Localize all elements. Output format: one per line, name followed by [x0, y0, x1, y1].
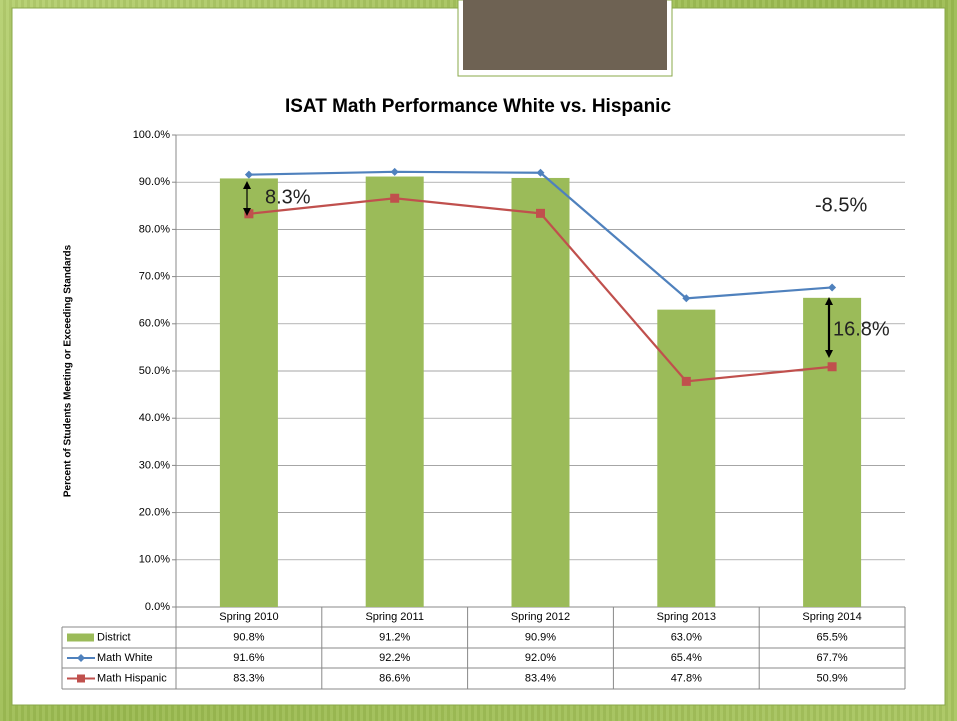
y-tick-label: 20.0%: [139, 507, 170, 519]
annotation: -8.5%: [815, 194, 867, 216]
chart-title: ISAT Math Performance White vs. Hispanic: [285, 96, 672, 117]
marker-diamond: [244, 170, 253, 179]
marker-square: [827, 362, 837, 372]
table-value: 65.5%: [816, 631, 847, 643]
y-tick-label: 40.0%: [139, 412, 170, 424]
x-tick-label: Spring 2013: [657, 611, 716, 623]
y-tick-label: 90.0%: [139, 176, 170, 188]
table-value: 65.4%: [671, 652, 702, 664]
header-tab: [463, 0, 667, 70]
marker-diamond: [682, 294, 691, 303]
y-tick-label: 10.0%: [139, 554, 170, 566]
legend-marker: [77, 674, 85, 683]
table-value: 91.2%: [379, 631, 410, 643]
x-tick-label: Spring 2010: [219, 611, 278, 623]
marker-diamond: [536, 168, 545, 177]
y-axis-label: Percent of Students Meeting or Exceeding…: [63, 244, 74, 497]
x-tick-label: Spring 2011: [365, 611, 424, 623]
legend-label: Math White: [97, 652, 153, 664]
x-tick-label: Spring 2012: [511, 611, 570, 623]
y-tick-label: 0.0%: [145, 601, 170, 613]
marker-square: [244, 209, 254, 219]
y-tick-label: 50.0%: [139, 365, 170, 377]
table-value: 83.4%: [525, 672, 556, 684]
slide-panel: [11, 7, 946, 706]
annotation: 16.8%: [833, 318, 890, 340]
marker-square: [681, 376, 691, 386]
annotation: 8.3%: [265, 186, 311, 208]
table-value: 47.8%: [671, 672, 702, 684]
table-value: 86.6%: [379, 672, 410, 684]
marker-square: [390, 193, 400, 203]
y-tick-label: 60.0%: [139, 318, 170, 330]
y-tick-label: 70.0%: [139, 271, 170, 283]
table-value: 91.6%: [233, 652, 264, 664]
bar: [511, 177, 570, 607]
legend-label: Math Hispanic: [97, 672, 167, 684]
y-tick-label: 80.0%: [139, 223, 170, 235]
table-value: 67.7%: [816, 652, 847, 664]
table-value: 92.0%: [525, 652, 556, 664]
marker-square: [536, 208, 545, 218]
table-value: 90.8%: [233, 631, 264, 643]
table-value: 90.9%: [525, 631, 556, 643]
y-tick-label: 30.0%: [139, 459, 170, 471]
bar: [219, 178, 278, 607]
bar: [803, 297, 862, 607]
legend-marker: [77, 654, 85, 662]
table-value: 50.9%: [816, 672, 847, 684]
table-value: 92.2%: [379, 652, 410, 664]
marker-diamond: [828, 283, 837, 292]
table-value: 83.3%: [233, 672, 264, 684]
table-value: 63.0%: [671, 631, 702, 643]
marker-diamond: [390, 167, 399, 176]
legend-label: District: [97, 631, 131, 643]
bar: [365, 176, 424, 607]
bar: [657, 309, 716, 607]
legend-swatch: [67, 633, 94, 642]
x-tick-label: Spring 2014: [802, 611, 861, 623]
y-tick-label: 100.0%: [133, 129, 171, 141]
